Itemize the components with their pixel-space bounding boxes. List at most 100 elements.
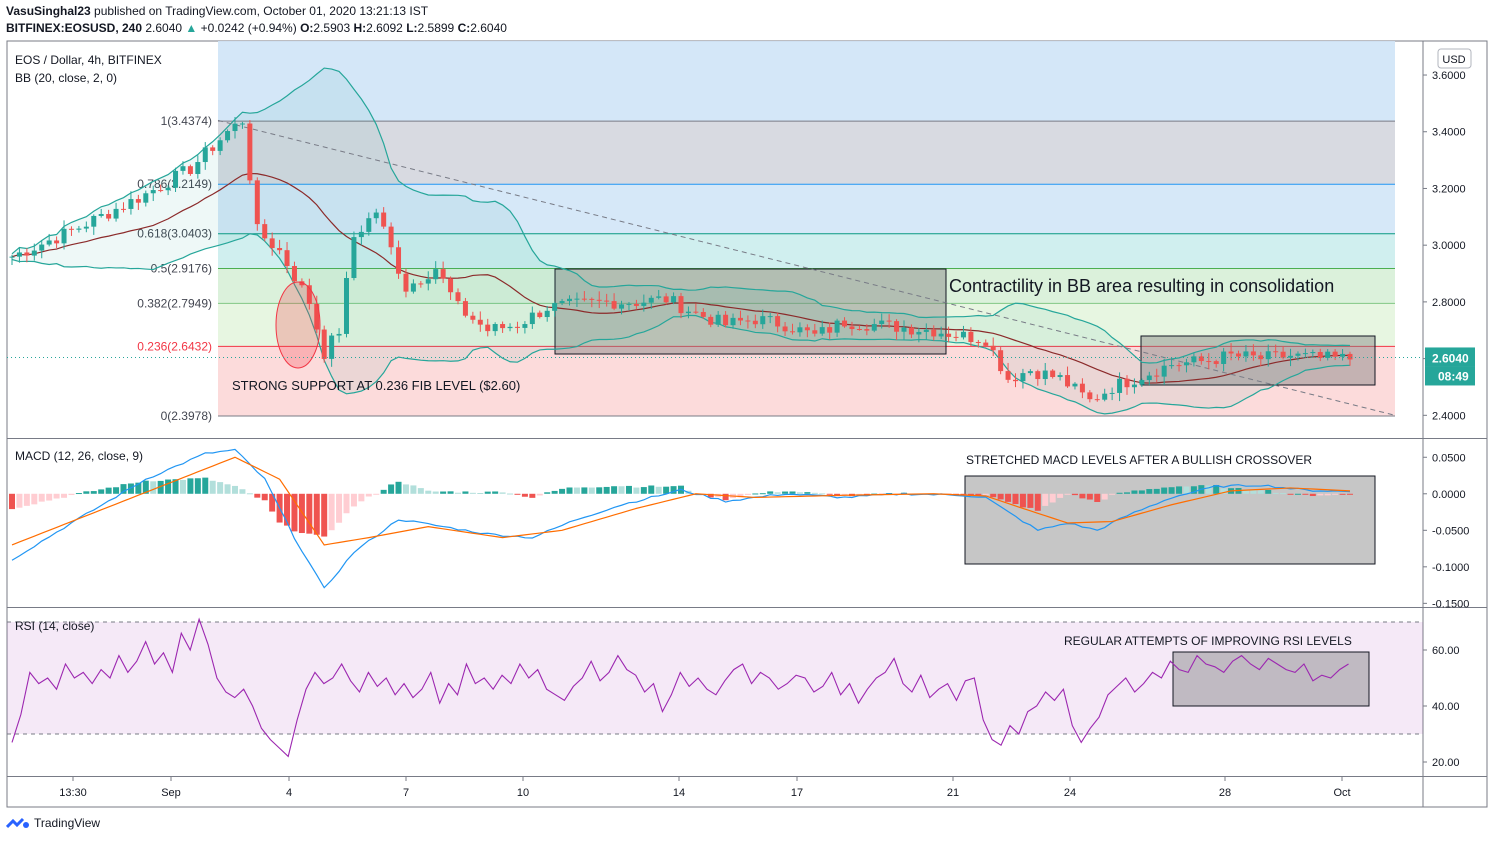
macd-histogram-bar bbox=[1302, 493, 1309, 495]
candle-body bbox=[455, 292, 461, 302]
rsi-annotation: REGULAR ATTEMPTS OF IMPROVING RSI LEVELS bbox=[1064, 634, 1352, 648]
price-tick-label: 2.8000 bbox=[1432, 297, 1466, 309]
candle-body bbox=[158, 190, 164, 192]
macd-histogram-bar bbox=[209, 480, 216, 494]
candle-body bbox=[1094, 399, 1100, 401]
footer: TradingView bbox=[6, 816, 100, 830]
macd-histogram-bar bbox=[551, 490, 558, 494]
candle-body bbox=[1146, 375, 1152, 381]
candle-body bbox=[842, 320, 848, 327]
rsi-legend: RSI (14, close) bbox=[15, 619, 94, 633]
macd-histogram-bar bbox=[284, 493, 291, 526]
candle-body bbox=[864, 329, 870, 331]
macd-histogram-bar bbox=[469, 492, 476, 494]
candle-body bbox=[708, 316, 714, 325]
candle-body bbox=[165, 187, 171, 191]
macd-histogram-bar bbox=[217, 482, 224, 494]
candle-body bbox=[135, 199, 141, 203]
macd-histogram-bar bbox=[826, 493, 833, 495]
macd-histogram-bar bbox=[670, 486, 677, 494]
macd-histogram-bar bbox=[68, 493, 75, 496]
candle-body bbox=[1117, 378, 1123, 393]
fib-label: 0.618(3.0403) bbox=[137, 227, 212, 241]
candle-body bbox=[871, 324, 877, 331]
macd-histogram-bar bbox=[16, 493, 23, 508]
macd-histogram-bar bbox=[239, 489, 246, 494]
macd-histogram-bar bbox=[388, 484, 395, 494]
macd-histogram-bar bbox=[759, 493, 766, 495]
candle-body bbox=[1265, 351, 1271, 360]
candle-body bbox=[187, 166, 193, 174]
candle-body bbox=[849, 326, 855, 330]
candle-body bbox=[358, 231, 364, 238]
candle-body bbox=[195, 162, 201, 174]
candle-body bbox=[1176, 365, 1182, 367]
candle-body bbox=[247, 123, 253, 181]
macd-histogram-bar bbox=[640, 487, 647, 494]
macd-histogram-bar bbox=[484, 491, 491, 494]
macd-histogram-bar bbox=[1034, 493, 1041, 511]
macd-histogram-bar bbox=[1309, 493, 1316, 497]
candle-body bbox=[819, 327, 825, 334]
candle-body bbox=[1013, 379, 1018, 382]
candle-body bbox=[723, 314, 729, 326]
time-tick-label: 4 bbox=[286, 787, 292, 799]
candle-body bbox=[121, 208, 126, 210]
macd-tick-label: 0.0000 bbox=[1432, 489, 1466, 501]
macd-histogram-bar bbox=[997, 493, 1004, 500]
candle-body bbox=[254, 180, 260, 225]
candle-body bbox=[953, 336, 959, 338]
annotation-support: STRONG SUPPORT AT 0.236 FIB LEVEL ($2.60… bbox=[232, 378, 520, 393]
macd-histogram-bar bbox=[83, 491, 90, 494]
macd-histogram-bar bbox=[105, 487, 112, 494]
candle-body bbox=[767, 316, 773, 318]
candle-body bbox=[1027, 371, 1033, 374]
candle-body bbox=[581, 298, 587, 300]
last-price: 2.6040 bbox=[145, 21, 183, 35]
macd-histogram-bar bbox=[38, 493, 45, 502]
candle-body bbox=[775, 316, 781, 327]
candle-body bbox=[975, 342, 981, 344]
candle-body bbox=[960, 331, 966, 338]
fib-zone bbox=[218, 121, 1395, 185]
macd-histogram-bar bbox=[1012, 493, 1019, 505]
macd-histogram-bar bbox=[291, 493, 298, 532]
candle-body bbox=[1236, 353, 1241, 357]
macd-histogram-bar bbox=[811, 492, 818, 494]
macd-histogram-bar bbox=[1094, 493, 1101, 502]
candle-body bbox=[344, 278, 349, 334]
macd-histogram-bar bbox=[23, 493, 30, 506]
bb-legend: BB (20, close, 2, 0) bbox=[15, 71, 117, 85]
candle-body bbox=[277, 248, 283, 251]
macd-histogram-bar bbox=[113, 487, 120, 494]
macd-histogram-bar bbox=[856, 493, 863, 495]
macd-histogram-bar bbox=[1161, 487, 1168, 494]
macd-histogram-bar bbox=[767, 491, 774, 494]
macd-histogram-bar bbox=[1250, 490, 1257, 494]
macd-histogram-bar bbox=[588, 487, 595, 494]
candle-body bbox=[559, 301, 565, 304]
macd-histogram-bar bbox=[536, 493, 543, 496]
macd-histogram-bar bbox=[960, 493, 967, 495]
macd-histogram-bar bbox=[373, 493, 380, 495]
last-price-tag bbox=[1425, 347, 1475, 367]
candle-body bbox=[611, 301, 617, 309]
candle-body bbox=[1050, 370, 1056, 378]
macd-histogram-bar bbox=[1124, 492, 1130, 494]
macd-histogram-bar bbox=[440, 491, 447, 494]
macd-histogram-bar bbox=[350, 493, 357, 507]
candle-body bbox=[1109, 392, 1115, 394]
candle-body bbox=[291, 266, 297, 282]
tradingview-brand[interactable]: TradingView bbox=[34, 816, 101, 830]
macd-histogram-bar bbox=[1057, 493, 1064, 498]
candle-body bbox=[373, 212, 379, 219]
publisher-name[interactable]: VasuSinghal23 bbox=[6, 4, 91, 18]
candle-body bbox=[440, 269, 446, 279]
fib-label: 0(2.3978) bbox=[161, 409, 212, 423]
candle-body bbox=[1288, 355, 1294, 358]
candle-body bbox=[24, 252, 30, 256]
candle-body bbox=[46, 240, 52, 245]
candle-body bbox=[931, 329, 937, 337]
fib-zone bbox=[218, 41, 1395, 122]
